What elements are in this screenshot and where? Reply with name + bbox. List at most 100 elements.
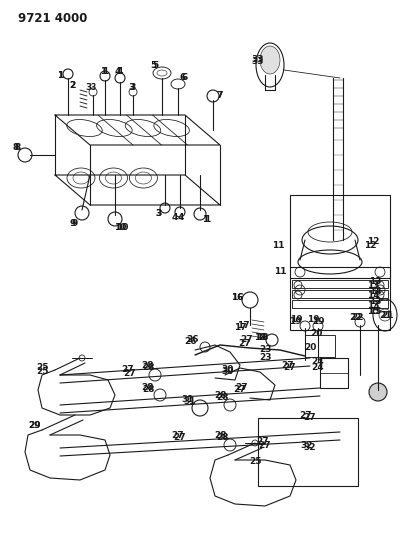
Text: 27: 27 bbox=[122, 366, 134, 375]
Text: 30: 30 bbox=[222, 366, 234, 375]
Text: 1: 1 bbox=[57, 70, 63, 79]
Text: 32: 32 bbox=[301, 440, 313, 449]
Text: 13: 13 bbox=[369, 278, 381, 287]
Text: 9: 9 bbox=[70, 219, 76, 228]
Text: 5: 5 bbox=[150, 61, 156, 69]
Text: 31: 31 bbox=[184, 398, 196, 407]
Text: 14: 14 bbox=[367, 290, 379, 300]
Text: 21: 21 bbox=[379, 311, 391, 319]
Text: 1: 1 bbox=[100, 68, 106, 77]
Text: 6: 6 bbox=[182, 74, 188, 83]
Text: 28: 28 bbox=[216, 393, 228, 402]
Text: 10: 10 bbox=[116, 223, 128, 232]
Text: 14: 14 bbox=[369, 287, 381, 296]
Text: 22: 22 bbox=[349, 313, 361, 322]
Text: 25: 25 bbox=[249, 457, 261, 466]
Text: 27: 27 bbox=[284, 364, 296, 373]
Circle shape bbox=[369, 383, 387, 401]
Text: 18: 18 bbox=[256, 333, 268, 342]
Text: 23: 23 bbox=[259, 353, 271, 362]
Text: 8: 8 bbox=[15, 143, 21, 152]
Text: 30: 30 bbox=[222, 367, 234, 376]
Text: 2: 2 bbox=[69, 80, 75, 90]
Text: 4: 4 bbox=[117, 68, 123, 77]
Text: 16: 16 bbox=[231, 294, 243, 303]
Text: 19: 19 bbox=[289, 318, 301, 327]
Text: 27: 27 bbox=[239, 338, 251, 348]
Text: 16: 16 bbox=[231, 294, 243, 303]
Text: 19: 19 bbox=[290, 316, 302, 325]
Text: 28: 28 bbox=[214, 392, 226, 400]
Text: 18: 18 bbox=[254, 334, 266, 343]
Text: 2: 2 bbox=[69, 80, 75, 90]
Text: 4: 4 bbox=[172, 214, 178, 222]
Text: 1: 1 bbox=[204, 215, 210, 224]
Text: 27: 27 bbox=[259, 440, 271, 449]
Text: 20: 20 bbox=[304, 343, 316, 351]
Text: 1: 1 bbox=[202, 215, 208, 224]
Text: 5: 5 bbox=[152, 61, 158, 69]
Text: 1: 1 bbox=[102, 68, 108, 77]
Text: 27: 27 bbox=[257, 438, 269, 447]
Text: 25: 25 bbox=[36, 364, 48, 373]
Bar bbox=[305, 335, 335, 357]
Text: 27: 27 bbox=[300, 410, 312, 419]
Bar bbox=[258, 418, 358, 486]
Text: 17: 17 bbox=[237, 321, 249, 330]
Text: 28: 28 bbox=[141, 360, 153, 369]
Text: 19: 19 bbox=[307, 316, 319, 325]
Text: 13: 13 bbox=[367, 280, 379, 289]
Text: 20: 20 bbox=[310, 328, 322, 337]
Text: 28: 28 bbox=[142, 364, 154, 373]
Text: 27: 27 bbox=[172, 431, 184, 440]
Text: 29: 29 bbox=[29, 421, 42, 430]
Text: 27: 27 bbox=[304, 414, 316, 423]
Text: 3: 3 bbox=[155, 209, 161, 219]
Text: 12: 12 bbox=[364, 240, 376, 249]
Text: 19: 19 bbox=[312, 318, 324, 327]
Text: 25: 25 bbox=[36, 367, 48, 376]
Text: 32: 32 bbox=[304, 443, 316, 453]
Text: 28: 28 bbox=[142, 385, 154, 394]
Text: 7: 7 bbox=[217, 91, 223, 100]
Text: 3: 3 bbox=[85, 84, 91, 93]
Text: 23: 23 bbox=[259, 345, 271, 354]
Text: 28: 28 bbox=[214, 431, 226, 440]
Text: 33: 33 bbox=[252, 58, 264, 67]
Text: 28: 28 bbox=[141, 384, 153, 392]
Text: 3: 3 bbox=[90, 84, 96, 93]
Text: 11: 11 bbox=[274, 268, 286, 277]
Text: 15: 15 bbox=[367, 308, 379, 317]
Text: 24: 24 bbox=[312, 358, 324, 367]
Text: 27: 27 bbox=[236, 384, 248, 392]
Text: 8: 8 bbox=[13, 143, 19, 152]
Text: 10: 10 bbox=[114, 223, 126, 232]
Text: 1: 1 bbox=[57, 70, 63, 79]
Text: 3: 3 bbox=[130, 84, 136, 93]
Text: 12: 12 bbox=[367, 238, 379, 246]
Text: 22: 22 bbox=[352, 313, 364, 322]
Text: 3: 3 bbox=[128, 84, 134, 93]
Text: 33: 33 bbox=[252, 55, 264, 64]
Text: 28: 28 bbox=[216, 433, 228, 442]
Text: 21: 21 bbox=[382, 311, 394, 319]
Text: 31: 31 bbox=[182, 395, 194, 405]
Text: 27: 27 bbox=[124, 368, 136, 377]
Ellipse shape bbox=[260, 46, 280, 74]
Bar bbox=[290, 195, 390, 330]
Text: 15: 15 bbox=[369, 308, 381, 317]
Text: 9: 9 bbox=[72, 219, 78, 228]
Text: 27: 27 bbox=[241, 335, 253, 344]
Text: 9721 4000: 9721 4000 bbox=[18, 12, 88, 25]
Text: 4: 4 bbox=[178, 214, 184, 222]
Bar bbox=[292, 290, 388, 298]
Text: 13: 13 bbox=[369, 297, 381, 306]
Text: 27: 27 bbox=[174, 433, 186, 442]
Bar bbox=[292, 280, 388, 288]
Text: 7: 7 bbox=[217, 91, 223, 100]
Text: 27: 27 bbox=[282, 360, 294, 369]
Text: 13: 13 bbox=[367, 301, 379, 310]
Text: 17: 17 bbox=[234, 324, 246, 333]
Text: 29: 29 bbox=[29, 421, 42, 430]
Text: 24: 24 bbox=[312, 364, 324, 373]
